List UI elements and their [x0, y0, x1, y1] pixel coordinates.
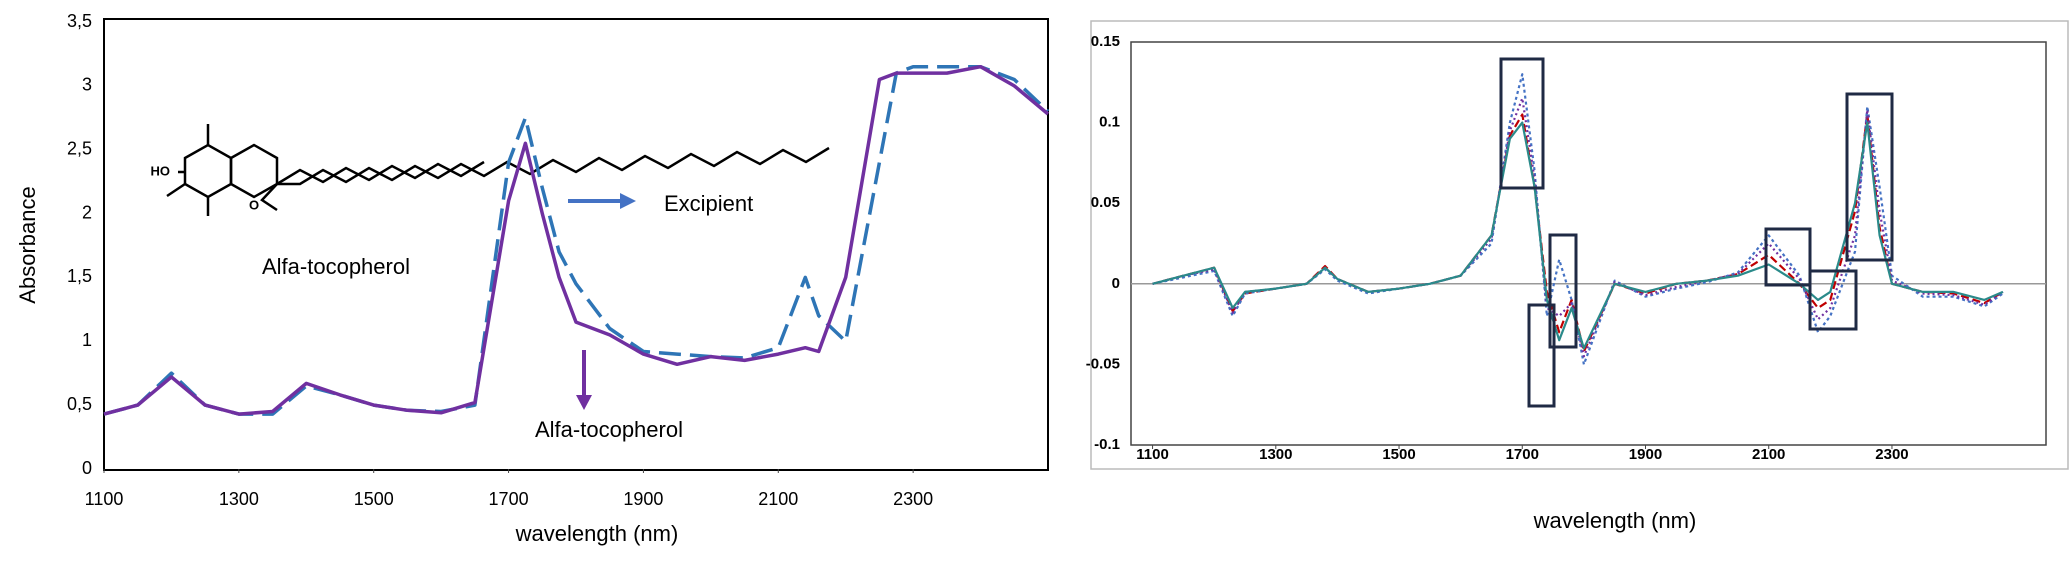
- y-tick-label: 0.15: [1091, 33, 1120, 50]
- x-axis-title: wavelength (nm): [1533, 508, 1697, 533]
- x-tick-label: 1900: [623, 489, 663, 509]
- x-tick-label: 1100: [85, 489, 124, 509]
- arrow-head: [576, 395, 592, 410]
- series-line: [1152, 121, 2004, 350]
- chart-frame: [1090, 20, 2069, 470]
- y-tick-label: 3,5: [67, 11, 92, 31]
- x-tick-label: 1300: [219, 489, 259, 509]
- y-tick-label: 2: [82, 202, 92, 222]
- atom-label: O: [249, 197, 259, 212]
- arrow-head: [620, 193, 636, 209]
- y-tick-label: 0: [1112, 275, 1120, 292]
- x-tick-label: 2100: [758, 489, 798, 509]
- y-tick-label: 0,5: [67, 394, 92, 414]
- series-line: [1152, 73, 2004, 366]
- y-tick-label: 1,5: [67, 266, 92, 286]
- atom-label: HO: [151, 163, 171, 178]
- series-line: [1152, 97, 2004, 358]
- x-tick-label: 1700: [1506, 446, 1539, 463]
- annotation: Alfa-tocopherol: [535, 417, 683, 442]
- plot-frame: [1130, 41, 2047, 446]
- x-tick-label: 1500: [1382, 446, 1415, 463]
- highlight-boxes: [1499, 57, 1894, 408]
- x-tick-label: 1300: [1259, 446, 1292, 463]
- x-tick-label: 1500: [354, 489, 394, 509]
- series-line: [103, 64, 1050, 416]
- annotation: Excipient: [664, 191, 753, 216]
- y-tick-label: 0: [82, 458, 92, 478]
- x-tick-label: 2300: [893, 489, 933, 509]
- y-tick-label: -0.1: [1094, 436, 1120, 453]
- x-axis-title: wavelength (nm): [515, 521, 679, 546]
- y-tick-label: 3: [82, 75, 92, 95]
- x-tick-label: 1100: [1136, 446, 1169, 463]
- y-tick-label: 0.1: [1099, 114, 1120, 131]
- molecule: [166, 124, 830, 216]
- series-line: [1152, 113, 2004, 353]
- plot-frame: [103, 18, 1049, 471]
- x-tick-label: 1700: [489, 489, 529, 509]
- y-tick-label: 2,5: [67, 138, 92, 158]
- x-tick-label: 2100: [1752, 446, 1785, 463]
- y-tick-label: 1: [82, 330, 92, 350]
- y-tick-label: -0.05: [1086, 355, 1120, 372]
- y-axis-title: Absorbance: [15, 186, 40, 303]
- annotation: Alfa-tocopherol: [262, 254, 410, 279]
- x-tick-label: 2300: [1875, 446, 1908, 463]
- x-tick-label: 1900: [1629, 446, 1662, 463]
- series-line: [103, 64, 1050, 416]
- y-tick-label: 0.05: [1091, 194, 1120, 211]
